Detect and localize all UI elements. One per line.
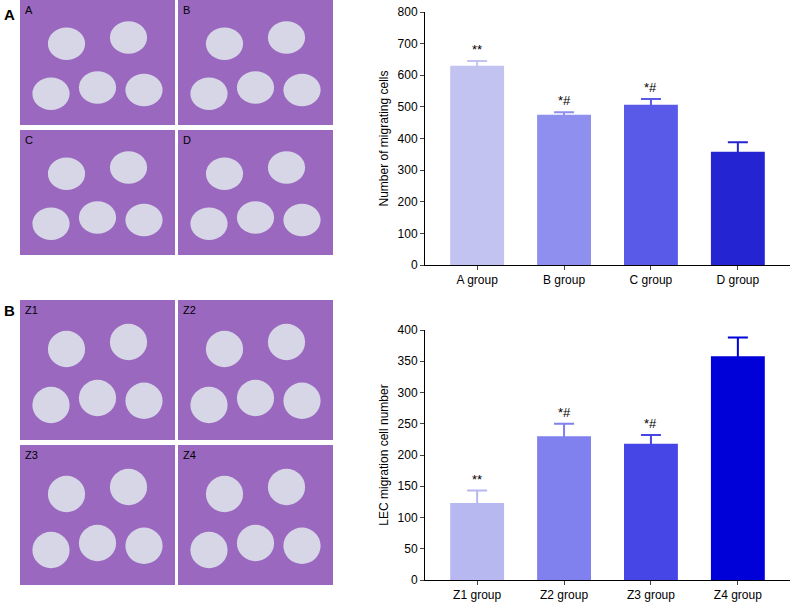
svg-text:B group: B group [543,273,585,287]
svg-text:Z1: Z1 [25,304,38,316]
svg-text:800: 800 [398,5,418,19]
svg-text:500: 500 [398,100,418,114]
svg-text:B: B [183,4,190,16]
svg-text:100: 100 [398,511,418,525]
svg-text:350: 350 [398,354,418,368]
svg-text:Z3: Z3 [25,449,38,461]
svg-text:*#: *# [558,405,571,420]
svg-text:C group: C group [630,273,673,287]
svg-text:**: ** [472,472,482,487]
svg-text:Z3 group: Z3 group [627,588,675,602]
svg-text:250: 250 [398,417,418,431]
svg-text:C: C [25,134,33,146]
svg-text:*#: *# [558,93,571,108]
svg-text:150: 150 [398,479,418,493]
svg-text:300: 300 [398,163,418,177]
svg-text:300: 300 [398,386,418,400]
svg-text:*#: *# [644,80,657,95]
svg-text:600: 600 [398,68,418,82]
svg-text:Z2 group: Z2 group [540,588,588,602]
svg-text:*#: *# [644,416,657,431]
svg-text:0: 0 [411,258,418,272]
svg-text:Z4 group: Z4 group [714,588,762,602]
svg-text:B: B [4,302,15,319]
svg-text:**: ** [472,42,482,57]
svg-text:Z2: Z2 [183,304,196,316]
svg-text:50: 50 [404,542,418,556]
svg-text:D group: D group [717,273,760,287]
svg-text:D: D [183,134,191,146]
svg-text:A: A [4,6,15,23]
svg-text:0: 0 [411,573,418,587]
svg-text:Z4: Z4 [183,449,196,461]
svg-text:A: A [25,4,33,16]
svg-text:Z1 group: Z1 group [453,588,501,602]
svg-text:100: 100 [398,227,418,241]
svg-text:700: 700 [398,37,418,51]
svg-text:A group: A group [456,273,498,287]
svg-text:200: 200 [398,195,418,209]
svg-text:400: 400 [398,323,418,337]
svg-text:LEC migration cell number: LEC migration cell number [377,384,391,525]
svg-text:200: 200 [398,448,418,462]
svg-text:400: 400 [398,132,418,146]
svg-text:Number of migrating cells: Number of migrating cells [377,70,391,206]
